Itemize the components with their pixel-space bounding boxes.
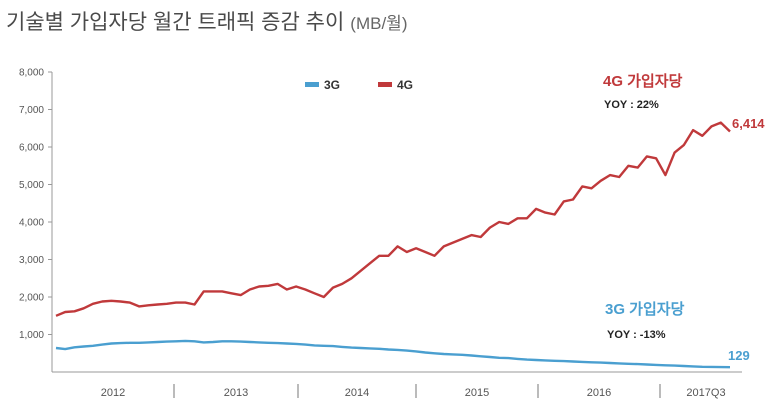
y-tick-label: 8,000 xyxy=(19,68,44,79)
y-tick-label: 6,000 xyxy=(19,143,44,154)
legend-label-3g: 3G xyxy=(324,78,340,92)
x-tick-label: 2016 xyxy=(587,387,611,399)
y-tick-label: 1,000 xyxy=(19,330,44,341)
annotation-3g-title: 3G 가입자당 xyxy=(605,300,685,318)
legend-label-4g: 4G xyxy=(397,78,413,92)
x-tick-label: 2017Q3 xyxy=(686,387,725,399)
legend-swatch-3g xyxy=(305,82,319,87)
end-label-4g: 6,414 xyxy=(732,116,765,131)
y-tick-label: 2,000 xyxy=(19,293,44,304)
chart-title: 기술별 가입자당 월간 트래픽 증감 추이 (MB/월) xyxy=(6,6,407,36)
annotation-3g-yoy: YOY : -13% xyxy=(607,329,666,341)
chart-unit: (MB/월) xyxy=(350,14,408,33)
x-tick-label: 2015 xyxy=(465,387,489,399)
x-tick-label: 2014 xyxy=(345,387,369,399)
y-tick-label: 3,000 xyxy=(19,255,44,266)
chart-title-text: 기술별 가입자당 월간 트래픽 증감 추이 xyxy=(6,11,345,34)
y-tick-label: 4,000 xyxy=(19,218,44,229)
x-tick-label: 2012 xyxy=(101,387,125,399)
series-line-3g xyxy=(55,339,731,369)
annotation-4g-title: 4G 가입자당 xyxy=(603,72,683,90)
y-tick-label: 5,000 xyxy=(19,180,44,191)
series-line-4g xyxy=(55,121,731,317)
annotation-4g-yoy: YOY : 22% xyxy=(604,99,659,111)
legend-swatch-4g xyxy=(378,82,392,87)
end-label-3g: 129 xyxy=(728,348,750,363)
x-tick-label: 2013 xyxy=(224,387,248,399)
y-tick-label: 7,000 xyxy=(19,105,44,116)
